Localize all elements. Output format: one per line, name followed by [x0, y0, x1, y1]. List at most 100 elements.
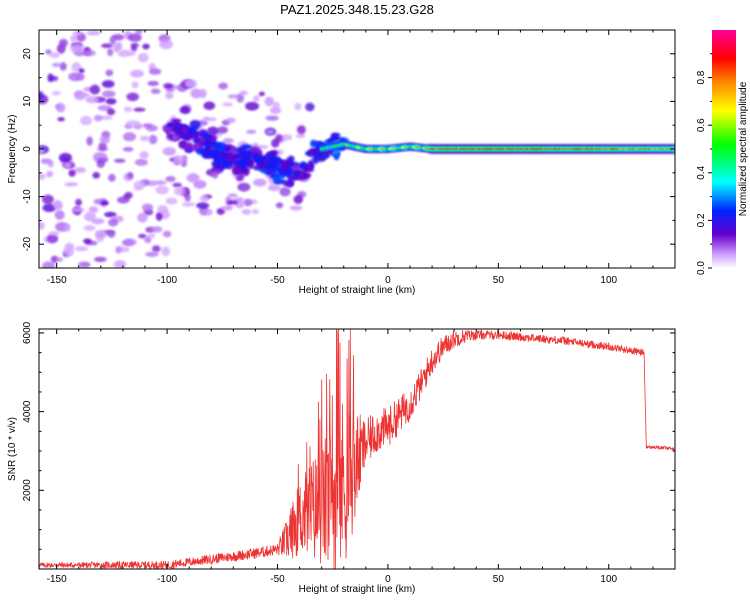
spectrogram-noise-blob: [47, 160, 54, 168]
spectrogram-noise-blob: [39, 173, 46, 180]
spectrogram-noise-blob: [71, 62, 82, 72]
spectrogram-noise-blob: [86, 136, 93, 146]
spectrogram-noise-blob: [113, 260, 127, 268]
spectrogram-noise-blob: [148, 68, 162, 75]
spectrogram-signal-blob: [249, 146, 261, 156]
spectrogram-noise-blob: [211, 170, 219, 179]
spectrogram-signal-blob: [330, 132, 341, 138]
spectrogram-noise-blob: [251, 209, 260, 215]
spectrogram-heatmap: [39, 30, 675, 268]
snr-panel: -150 -100 50 100 -50 0 2000 4000 6000 Height of …: [7, 321, 676, 595]
spectrogram-noise-blob: [52, 200, 63, 211]
spectrogram-noise-blob: [131, 81, 139, 89]
spectrogram-noise-blob: [294, 102, 302, 111]
spectrogram-signal-blob: [173, 124, 184, 134]
spectrogram-noise-blob: [115, 246, 122, 254]
spectrogram-noise-blob: [106, 108, 116, 116]
spectrogram-xtick-label: 50: [493, 275, 505, 286]
spectrogram-noise-blob: [99, 115, 113, 120]
spectrogram-noise-blob: [41, 261, 56, 268]
spectrogram-noise-blob: [275, 202, 284, 209]
spectrogram-signal-blob: [302, 172, 312, 179]
spectrogram-noise-blob: [142, 43, 150, 50]
spectrogram-noise-blob: [151, 245, 161, 253]
spectrogram-noise-blob: [190, 173, 198, 182]
spectrogram-ytick-label: 0: [22, 146, 33, 152]
spectrogram-noise-blob: [141, 203, 154, 212]
spectrogram-noise-blob: [165, 176, 176, 183]
spectrogram-noise-blob: [253, 178, 267, 187]
figure-title: PAZ1.2025.348.15.23.G28: [280, 2, 434, 17]
spectrogram-signal-blob: [242, 157, 251, 166]
spectrogram-noise-blob: [222, 137, 234, 144]
spectrogram-noise-blob: [121, 239, 135, 247]
colorbar-tick-label: 0.8: [696, 70, 707, 84]
spectrogram-signal-blob: [271, 149, 279, 156]
spectrogram-noise-blob: [128, 51, 136, 56]
spectrogram-noise-blob: [226, 117, 236, 123]
spectrogram-noise-blob: [184, 79, 198, 88]
spectrogram-signal-blob: [266, 168, 276, 173]
spectrogram-noise-blob: [78, 68, 85, 74]
spectrogram-ytick-label: -10: [22, 189, 33, 204]
spectrogram-noise-blob: [58, 152, 73, 163]
spectrogram-noise-blob: [271, 138, 280, 148]
spectrogram-noise-blob: [217, 126, 229, 134]
snr-xtick-label: -150: [47, 574, 67, 585]
spectrogram-noise-blob: [227, 193, 238, 198]
spectrogram-noise-blob: [54, 209, 65, 220]
colorbar-tick-label: 0.6: [696, 118, 707, 132]
colorbar: 0.0 0.2 0.4 0.6 0.8 Normalized spectral ampl…: [696, 30, 749, 275]
spectrogram-signal-blob: [190, 128, 197, 134]
snr-ytick-label: 2000: [22, 479, 33, 502]
spectrogram-noise-blob: [127, 33, 142, 42]
spectrogram-noise-blob: [72, 31, 83, 36]
spectrogram-noise-blob: [92, 171, 101, 179]
spectrogram-noise-blob: [279, 186, 291, 197]
spectrogram-noise-blob: [206, 208, 213, 216]
spectrogram-signal-blob: [281, 162, 289, 171]
spectrogram-noise-blob: [63, 247, 74, 257]
spectrogram-noise-blob: [70, 44, 85, 54]
spectrogram-noise-blob: [64, 182, 79, 187]
spectrogram-signal-blob: [226, 153, 234, 163]
spectrogram-noise-blob: [45, 49, 52, 55]
spectrogram-noise-blob: [83, 49, 96, 57]
spectrogram-noise-blob: [89, 84, 101, 95]
spectrogram-noise-blob: [78, 261, 91, 268]
colorbar-tick-label: 0.2: [696, 213, 707, 227]
spectrogram-noise-blob: [47, 73, 54, 83]
spectrogram-noise-blob: [74, 246, 89, 252]
spectrogram-noise-blob: [162, 147, 177, 156]
spectrogram-xlabel: Height of straight line (km): [299, 285, 416, 296]
spectrogram-noise-blob: [258, 91, 265, 97]
spectrogram-noise-blob: [236, 93, 245, 103]
spectrogram-noise-blob: [218, 82, 229, 90]
spectrogram-signal-blob: [292, 169, 301, 179]
spectrogram-noise-blob: [155, 211, 163, 222]
spectrogram-noise-blob: [105, 98, 117, 105]
snr-xtick-label: -100: [157, 574, 177, 585]
spectrogram-noise-blob: [74, 90, 86, 101]
spectrogram-noise-blob: [130, 44, 137, 52]
spectrogram-xtick-label: 100: [600, 275, 617, 286]
spectrogram-noise-blob: [147, 233, 156, 238]
spectrogram-ylabel: Frequency (Hz): [7, 115, 18, 184]
spectrogram-noise-blob: [165, 197, 178, 205]
spectrogram-signal-blob: [181, 126, 189, 135]
spectrogram-xtick-label: -50: [270, 275, 285, 286]
spectrogram-noise-blob: [126, 120, 140, 126]
spectrogram-noise-blob: [59, 62, 67, 71]
spectrogram-noise-blob: [88, 206, 99, 214]
spectrogram-noise-blob: [99, 135, 110, 144]
spectrogram-noise-blob: [127, 172, 134, 179]
spectrogram-noise-blob: [116, 41, 123, 51]
spectrogram-noise-blob: [96, 159, 105, 169]
spectrogram-noise-blob: [165, 88, 175, 93]
spectrogram-noise-blob: [253, 95, 260, 102]
colorbar-label: Normalized spectral amplitude: [738, 81, 749, 216]
spectrogram-noise-blob: [220, 205, 232, 211]
snr-ytick-label: 4000: [22, 400, 33, 423]
spectrogram-noise-blob: [64, 223, 71, 232]
snr-ytick-label: 6000: [22, 321, 33, 344]
